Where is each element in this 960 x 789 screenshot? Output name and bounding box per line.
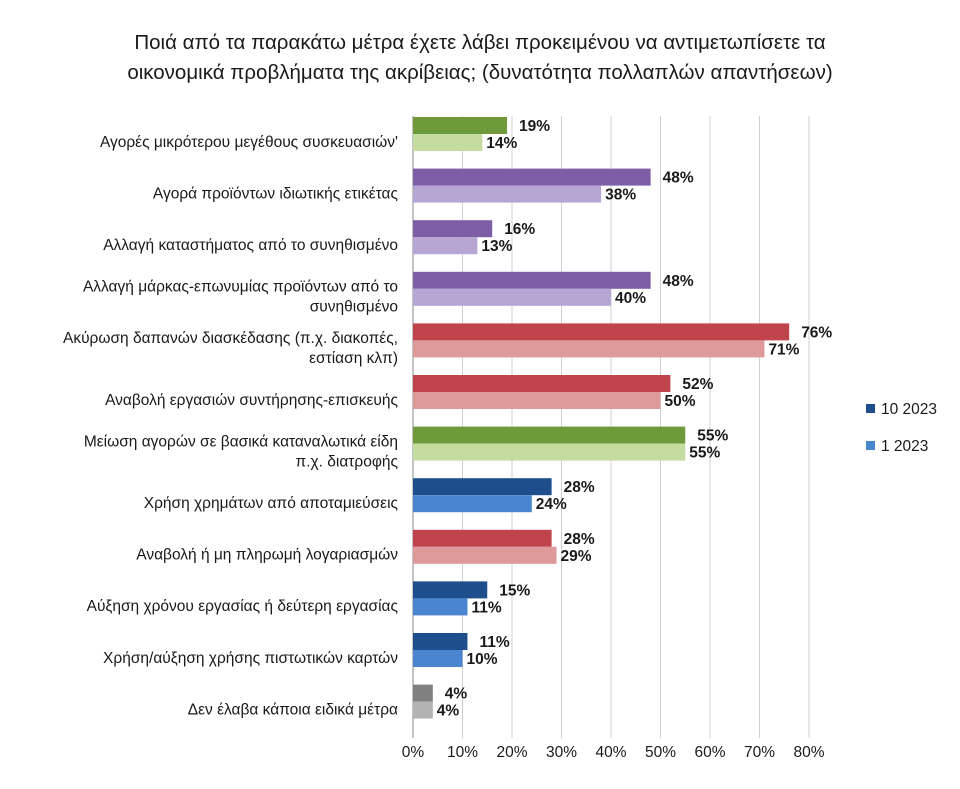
category-label: Αλλαγή καταστήματος από το συνηθισμένο — [103, 237, 398, 254]
data-label: 55% — [689, 445, 720, 462]
chart-title-line-1: Ποιά από τα παρακάτω μέτρα έχετε λάβει π… — [134, 31, 826, 54]
bar-1-2023 — [413, 185, 602, 203]
data-label: 10% — [467, 651, 498, 668]
bar-1-2023 — [413, 701, 433, 719]
data-label: 52% — [682, 376, 713, 393]
x-tick-label: 60% — [694, 744, 725, 761]
legend-swatch — [866, 404, 875, 413]
category-label: π.χ. διατροφής — [296, 453, 398, 470]
data-label: 11% — [471, 599, 501, 616]
bar-10-2023 — [413, 529, 552, 547]
category-label: εστίαση κλπ) — [309, 350, 398, 367]
category-label: Χρήση χρημάτων από αποταμιεύσεις — [144, 495, 398, 512]
x-tick-label: 20% — [496, 744, 527, 761]
bar-10-2023 — [413, 581, 488, 599]
bar-1-2023 — [413, 495, 532, 513]
category-label: Αγορές μικρότερου μεγέθους συσκευασιών' — [100, 134, 398, 151]
data-label: 40% — [615, 290, 646, 307]
x-tick-label: 30% — [546, 744, 577, 761]
data-label: 4% — [437, 703, 460, 720]
data-label: 28% — [564, 531, 595, 548]
data-label: 19% — [519, 118, 550, 135]
data-label: 28% — [564, 479, 595, 496]
legend-swatch — [866, 441, 875, 450]
data-label: 13% — [481, 238, 512, 255]
data-label: 11% — [479, 634, 509, 651]
bar-10-2023 — [413, 271, 651, 289]
data-label: 4% — [445, 686, 468, 703]
data-label: 48% — [663, 273, 694, 290]
bar-10-2023 — [413, 117, 508, 134]
bar-10-2023 — [413, 220, 493, 238]
chart-title: Ποιά από τα παρακάτω μέτρα έχετε λάβει π… — [0, 28, 960, 88]
x-tick-label: 0% — [402, 744, 425, 761]
chart-title-line-2: οικονομικά προβλήματα της ακρίβειας; (δυ… — [127, 61, 833, 84]
category-label: Αναβολή ή μη πληρωμή λογαριασμών — [136, 547, 398, 564]
data-label: 16% — [504, 221, 535, 238]
data-label: 76% — [801, 324, 832, 341]
bar-1-2023 — [413, 237, 478, 255]
category-label: Αλλαγή μάρκας-επωνυμίας προϊόντων από το — [83, 279, 398, 296]
x-tick-label: 10% — [447, 744, 478, 761]
bar-10-2023 — [413, 323, 790, 341]
data-label: 14% — [486, 135, 517, 152]
category-label: Αύξηση χρόνου εργασίας ή δεύτερη εργασία… — [87, 598, 398, 615]
data-label: 55% — [697, 428, 728, 445]
bar-10-2023 — [413, 375, 671, 392]
data-label: 38% — [605, 187, 636, 204]
x-tick-label: 50% — [645, 744, 676, 761]
legend-label: 1 2023 — [881, 438, 928, 455]
category-label: Ακύρωση δαπανών διασκέδασης (π.χ. διακοπ… — [63, 330, 398, 347]
legend-label: 10 2023 — [881, 401, 937, 418]
x-tick-label: 70% — [744, 744, 775, 761]
bar-1-2023 — [413, 598, 468, 616]
category-label: Αναβολή εργασιών συντήρησης-επισκευής — [105, 392, 398, 409]
bar-10-2023 — [413, 633, 468, 650]
category-label: Μείωση αγορών σε βασικά καταναλωτικά είδ… — [84, 433, 398, 450]
category-label: συνηθισμένο — [310, 299, 398, 316]
data-label: 29% — [561, 548, 592, 565]
bar-1-2023 — [413, 134, 483, 151]
bar-1-2023 — [413, 288, 611, 306]
bar-10-2023 — [413, 684, 433, 702]
bar-1-2023 — [413, 546, 557, 564]
bar-1-2023 — [413, 340, 765, 358]
bar-10-2023 — [413, 478, 552, 496]
category-label: Δεν έλαβα κάποια ειδικά μέτρα — [188, 701, 398, 718]
data-label: 71% — [768, 341, 799, 358]
x-tick-label: 80% — [793, 744, 824, 761]
bar-1-2023 — [413, 650, 463, 667]
bar-10-2023 — [413, 168, 651, 186]
category-label: Αγορά προϊόντων ιδιωτικής ετικέτας — [153, 185, 398, 202]
bar-10-2023 — [413, 426, 686, 444]
bar-1-2023 — [413, 443, 686, 461]
data-label: 24% — [536, 496, 567, 513]
data-label: 48% — [663, 170, 694, 187]
data-label: 50% — [665, 393, 696, 410]
category-label: Χρήση/αύξηση χρήσης πιστωτικών καρτών — [103, 650, 398, 667]
data-label: 15% — [499, 582, 530, 599]
bar-1-2023 — [413, 392, 661, 409]
x-tick-label: 40% — [595, 744, 626, 761]
